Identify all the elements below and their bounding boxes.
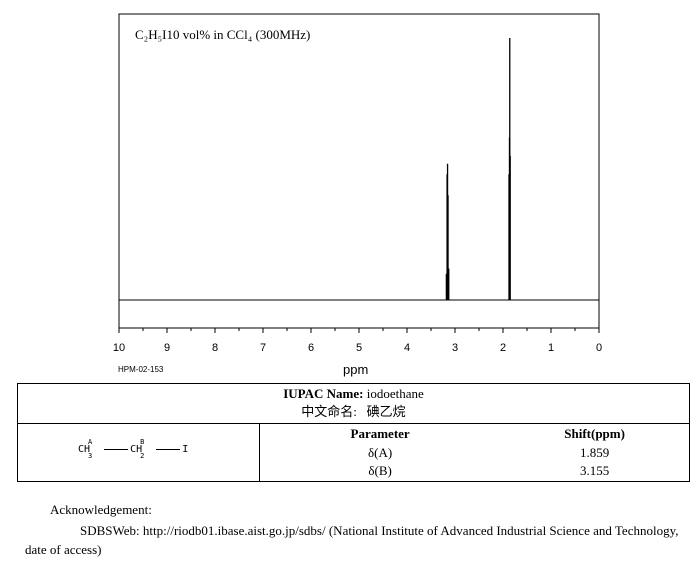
table-row: δ(B) 3.155 [260,462,689,480]
group-ch3: CH [78,444,91,455]
iupac-name: iodoethane [366,386,424,401]
group-count-3: 3 [88,452,93,460]
iupac-label: IUPAC Name: [283,386,364,401]
tick-label: 7 [260,342,266,354]
compound-info-table: IUPAC Name: iodoethane 中文命名: 碘乙烷 CH A 3 CH… [17,383,690,482]
header-shift: Shift(ppm) [564,426,625,441]
tick-label: 3 [452,342,458,354]
shift-b: 3.155 [579,463,610,478]
shift-table: Parameter Shift(ppm) δ(A) 1.859 δ(B) 3.1… [260,424,689,480]
bond-line [104,448,129,450]
tick-label: 9 [164,342,170,354]
group-ch2: CH [130,444,143,455]
spectrum-code: HPM-02-153 [118,365,164,374]
group-count-2: 2 [140,452,145,460]
tick-label: 5 [356,342,362,354]
group-label-a: A [88,438,93,446]
group-label-b: B [140,438,145,446]
param-a: δ(A) [368,445,393,460]
x-axis-ticks [118,328,600,333]
iodine-atom: I [182,444,189,455]
nmr-spectrum-chart: 10 9 8 7 6 5 4 3 2 1 0 C₂H₅I10 vol% in CCl₄ (300MH… [113,13,602,354]
tick-label: 10 [113,342,125,354]
plot-frame [118,13,600,329]
tick-label: 2 [500,342,506,354]
acknowledgement-title: Acknowledgement: [50,502,152,517]
structure-cell: CH A 3 CH B 2 I [17,423,260,482]
tick-label: 0 [596,342,602,354]
x-axis-label: ppm [343,362,369,377]
header-parameter: Parameter [350,426,410,441]
name-cell: IUPAC Name: iodoethane 中文命名: 碘乙烷 [17,383,690,424]
bond-line [156,448,181,450]
tick-label: 8 [212,342,218,354]
acknowledgement-text: SDBSWeb: http://riodb01.ibase.aist.go.jp… [25,523,679,557]
tick-label: 1 [548,342,554,354]
table-row: δ(A) 1.859 [260,444,689,462]
x-axis-tick-labels: 10 9 8 7 6 5 4 3 2 1 0 [113,342,602,354]
chinese-label: 中文命名: [301,404,357,419]
chart-title: C₂H₅I10 vol% in CCl₄ (300MHz) [135,27,310,42]
peak-group [445,38,511,300]
structure-formula: CH A 3 CH B 2 I [78,438,189,460]
chinese-name: 碘乙烷 [366,404,406,419]
tick-label: 6 [308,342,314,354]
param-b: δ(B) [368,463,392,478]
parameters-cell: Parameter Shift(ppm) δ(A) 1.859 δ(B) 3.1… [259,423,690,482]
shift-a: 1.859 [579,445,610,460]
tick-label: 4 [404,342,410,354]
